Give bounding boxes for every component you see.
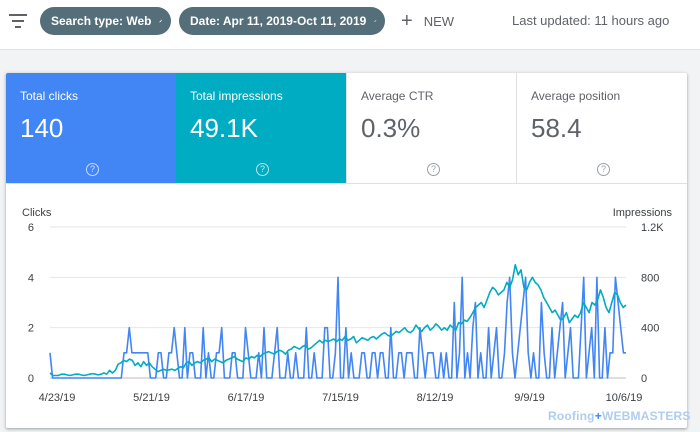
x-axis-ticks: 4/23/19 5/21/19 6/17/19 7/15/19 8/12/19 9/9/1… bbox=[39, 392, 643, 404]
metric-value: 58.4 bbox=[531, 113, 582, 143]
help-icon[interactable]: ? bbox=[256, 163, 269, 176]
help-icon[interactable]: ? bbox=[86, 163, 99, 176]
new-filter-button[interactable]: + NEW bbox=[401, 9, 454, 33]
metric-average-ctr[interactable]: Average CTR 0.3% ? bbox=[346, 73, 516, 183]
pencil-icon bbox=[374, 19, 377, 23]
left-axis-title: Clicks bbox=[22, 207, 52, 219]
x-tick-label: 9/9/19 bbox=[514, 392, 545, 404]
date-range-label: Date: Apr 11, 2019-Oct 11, 2019 bbox=[190, 14, 367, 28]
filter-icon[interactable] bbox=[9, 14, 27, 28]
plus-icon: + bbox=[401, 10, 413, 32]
right-axis-title: Impressions bbox=[613, 207, 673, 219]
metric-total-impressions[interactable]: Total impressions 49.1K ? bbox=[176, 73, 346, 183]
chart-grid bbox=[50, 226, 626, 379]
date-range-chip[interactable]: Date: Apr 11, 2019-Oct 11, 2019 bbox=[179, 7, 385, 35]
x-tick-label: 6/17/19 bbox=[228, 392, 265, 404]
last-updated-text: Last updated: 11 hours ago bbox=[512, 13, 670, 28]
metric-label: Average position bbox=[531, 89, 621, 103]
help-icon[interactable]: ? bbox=[427, 163, 440, 176]
right-tick-label: 1.2K bbox=[641, 222, 664, 234]
x-tick-label: 10/6/19 bbox=[606, 392, 643, 404]
chart-series bbox=[49, 263, 627, 379]
right-tick-label: 400 bbox=[641, 323, 659, 335]
x-tick-label: 5/21/19 bbox=[133, 392, 170, 404]
toolbar: Search type: Web Date: Apr 11, 2019-Oct … bbox=[0, 0, 700, 50]
metric-value: 140 bbox=[20, 113, 64, 143]
pencil-icon bbox=[159, 19, 163, 23]
metric-label: Total clicks bbox=[20, 89, 79, 103]
metric-label: Average CTR bbox=[361, 89, 434, 103]
help-icon[interactable]: ? bbox=[597, 163, 610, 176]
clicks-series-line bbox=[49, 276, 626, 379]
metric-average-position[interactable]: Average position 58.4 ? bbox=[516, 73, 687, 183]
right-axis-ticks: 0 400 800 1.2K bbox=[641, 222, 664, 385]
right-tick-label: 800 bbox=[641, 272, 659, 284]
metric-label: Total impressions bbox=[190, 89, 283, 103]
left-tick-label: 0 bbox=[28, 373, 34, 385]
left-axis-ticks: 0 2 4 6 bbox=[28, 222, 34, 385]
left-tick-label: 6 bbox=[28, 222, 34, 234]
x-tick-label: 8/12/19 bbox=[417, 392, 454, 404]
x-tick-label: 7/15/19 bbox=[322, 392, 359, 404]
metric-total-clicks[interactable]: Total clicks 140 ? bbox=[6, 73, 176, 183]
x-tick-label: 4/23/19 bbox=[39, 392, 76, 404]
metric-value: 0.3% bbox=[361, 113, 421, 143]
right-tick-label: 0 bbox=[641, 373, 647, 385]
metric-divider bbox=[6, 183, 687, 184]
impressions-series-line bbox=[49, 263, 627, 377]
new-filter-label: NEW bbox=[423, 13, 455, 29]
search-type-label: Search type: Web bbox=[51, 14, 152, 28]
left-tick-label: 2 bbox=[28, 323, 34, 335]
left-tick-label: 4 bbox=[28, 272, 34, 284]
watermark-logo: Roofing+WEBMASTERS bbox=[548, 409, 691, 423]
metric-value: 49.1K bbox=[190, 113, 258, 143]
search-type-chip[interactable]: Search type: Web bbox=[40, 7, 171, 35]
